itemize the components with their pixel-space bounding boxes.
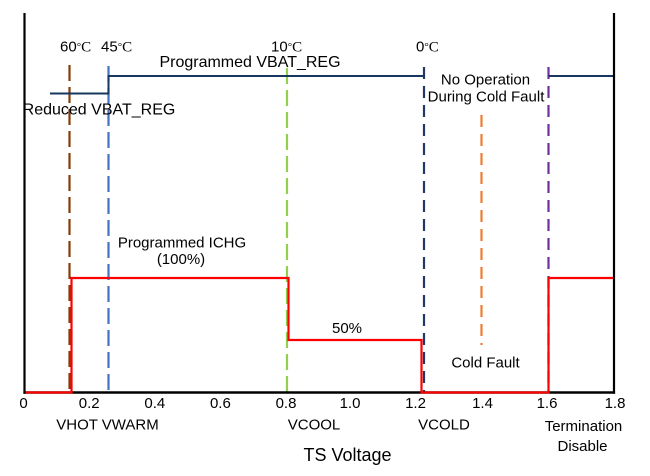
svg-text:0: 0: [19, 395, 27, 412]
svg-text:0°C: 0°C: [416, 39, 439, 56]
svg-text:0.8: 0.8: [276, 395, 297, 412]
svg-text:Disable: Disable: [557, 438, 607, 455]
svg-text:1.8: 1.8: [605, 395, 626, 412]
svg-text:1.0: 1.0: [340, 395, 361, 412]
svg-text:0.4: 0.4: [144, 395, 165, 412]
svg-text:Programmed ICHG: Programmed ICHG: [118, 235, 246, 252]
svg-text:1.6: 1.6: [537, 395, 558, 412]
svg-text:VCOLD: VCOLD: [418, 417, 470, 434]
svg-text:Cold Fault: Cold Fault: [451, 355, 520, 372]
svg-text:TS Voltage: TS Voltage: [303, 445, 391, 465]
svg-text:Programmed VBAT_REG: Programmed VBAT_REG: [159, 54, 340, 71]
svg-text:Reduced VBAT_REG: Reduced VBAT_REG: [23, 102, 176, 119]
svg-text:During Cold Fault: During Cold Fault: [428, 89, 546, 106]
svg-text:10°C: 10°C: [271, 39, 302, 56]
svg-text:(100%): (100%): [157, 251, 205, 268]
svg-text:Termination: Termination: [545, 418, 623, 435]
svg-text:60°C: 60°C: [60, 39, 91, 56]
svg-text:VHOT VWARM: VHOT VWARM: [56, 417, 159, 434]
svg-text:45°C: 45°C: [101, 39, 132, 56]
svg-text:No Operation: No Operation: [441, 71, 530, 88]
svg-text:1.4: 1.4: [472, 395, 493, 412]
svg-text:VCOOL: VCOOL: [288, 417, 341, 434]
svg-text:0.6: 0.6: [210, 395, 231, 412]
svg-text:0.2: 0.2: [79, 395, 100, 412]
svg-text:50%: 50%: [332, 320, 362, 337]
svg-text:1.2: 1.2: [405, 395, 426, 412]
